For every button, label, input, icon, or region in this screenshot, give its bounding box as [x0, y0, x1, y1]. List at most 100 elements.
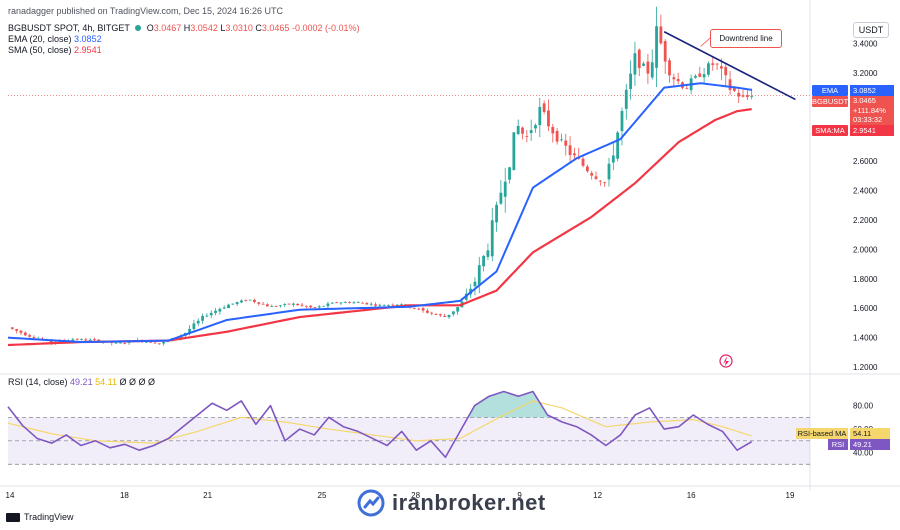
candle-body: [32, 337, 36, 339]
bar-countdown: 03:33:32: [853, 115, 883, 125]
candle-body: [157, 343, 161, 345]
candle-body: [15, 329, 19, 331]
candle-body: [218, 308, 222, 312]
candle-body: [590, 172, 594, 176]
footer-brand[interactable]: TradingView: [6, 512, 74, 522]
candle-body: [300, 304, 304, 306]
footer-brand-label: TradingView: [24, 512, 74, 522]
candle-body: [188, 328, 191, 333]
candle-body: [80, 339, 83, 340]
last-price-badge: 3.0465 +111.84% 03:33:32: [850, 96, 894, 125]
candle-body: [603, 182, 607, 184]
candle-body: [71, 339, 75, 342]
candle-body: [698, 73, 702, 77]
candle-body: [707, 63, 710, 75]
ohlc-open: 3.0467: [153, 23, 182, 33]
y-tick-label: 2.2000: [853, 216, 878, 225]
candle-body: [534, 125, 537, 129]
watermark-logo-icon: [357, 489, 385, 517]
candle-body: [119, 342, 122, 344]
candle-body: [369, 303, 373, 305]
symbol-legend: BGBUSDT SPOT, 4h, BITGET O3.0467 H3.0542…: [8, 23, 360, 33]
candle-body: [309, 305, 313, 308]
sma-price-badge: 2.9541: [850, 125, 894, 136]
rsi-tag: RSI: [828, 439, 848, 450]
candle-body: [659, 26, 663, 44]
candle-body: [573, 153, 576, 156]
x-tick-label: 18: [120, 491, 129, 500]
y-tick-label: 2.6000: [853, 157, 878, 166]
candle-body: [516, 125, 520, 135]
candle-body: [525, 136, 529, 137]
candle-body: [521, 127, 524, 134]
candle-body: [162, 342, 166, 344]
candle-body: [88, 339, 92, 341]
candle-body: [715, 63, 719, 65]
candle-body: [512, 132, 516, 170]
symbol-line: BGBUSDT SPOT, 4h, BITGET: [8, 23, 130, 33]
sma-50-line: [7, 108, 752, 347]
rsi-legend-value: 49.21: [70, 377, 93, 387]
candle-body: [451, 311, 455, 315]
candle-body: [391, 304, 395, 306]
candle-body: [270, 306, 274, 308]
replay-icon-ring: [719, 354, 733, 368]
candle-body: [348, 302, 351, 303]
candle-body: [702, 74, 706, 78]
candle-body: [248, 299, 252, 301]
market-status-dot: [135, 25, 142, 31]
candle-body: [750, 96, 754, 97]
candle-body: [205, 315, 209, 317]
candle-body: [93, 339, 96, 341]
candle-body: [266, 304, 269, 307]
candle-body: [304, 305, 308, 307]
candle-body: [646, 61, 650, 74]
rsi-ma-tag: RSI-based MA: [796, 428, 848, 439]
rsi-y-tick-label: 40.00: [853, 449, 874, 458]
rsi-ma-badge: 54.11: [850, 428, 890, 439]
ema-legend[interactable]: EMA (20, close) 3.0852: [8, 34, 102, 44]
candle-body: [317, 306, 321, 308]
replay-icon: [719, 354, 733, 368]
x-tick-label: 16: [687, 491, 696, 500]
candle-body: [192, 323, 196, 330]
sma-legend-value: 2.9541: [74, 45, 102, 55]
ema-20-line: [7, 82, 752, 344]
candle-body: [278, 305, 282, 307]
candle-body: [555, 130, 559, 142]
candle-body: [382, 305, 386, 307]
candle-body: [663, 41, 667, 62]
candle-body: [642, 63, 645, 66]
sma-tag: SMA:MA: [812, 125, 848, 136]
candle-body: [633, 53, 637, 75]
candle-body: [486, 250, 490, 257]
candle-body: [616, 132, 620, 159]
candle-body: [745, 95, 749, 97]
x-tick-label: 12: [593, 491, 602, 500]
downtrend-annotation[interactable]: Downtrend line: [710, 29, 782, 48]
watermark-text: iranbroker.net: [392, 490, 546, 515]
candle-body: [637, 49, 641, 69]
candle-body: [395, 304, 399, 306]
candle-body: [387, 304, 390, 306]
candle-body: [413, 308, 416, 309]
candle-body: [231, 303, 235, 305]
rsi-legend[interactable]: RSI (14, close) 49.21 54.11 Ø Ø Ø Ø: [8, 377, 155, 387]
candle-body: [330, 302, 334, 304]
candle-body: [495, 204, 498, 223]
watermark: iranbroker.net: [356, 488, 546, 518]
sma-legend[interactable]: SMA (50, close) 2.9541: [8, 45, 102, 55]
ema-price-badge: 3.0852: [850, 85, 894, 96]
ohlc-high: 3.0542: [190, 23, 218, 33]
candle-body: [253, 299, 256, 302]
currency-button[interactable]: USDT: [853, 22, 889, 38]
candle-body: [676, 78, 680, 82]
candle-body: [737, 92, 741, 97]
candle-body: [84, 339, 88, 341]
downtrend-line: [663, 31, 796, 101]
candle-body: [209, 312, 213, 316]
candle-body: [361, 302, 364, 304]
x-tick-label: 21: [203, 491, 212, 500]
candle-body: [75, 338, 79, 340]
